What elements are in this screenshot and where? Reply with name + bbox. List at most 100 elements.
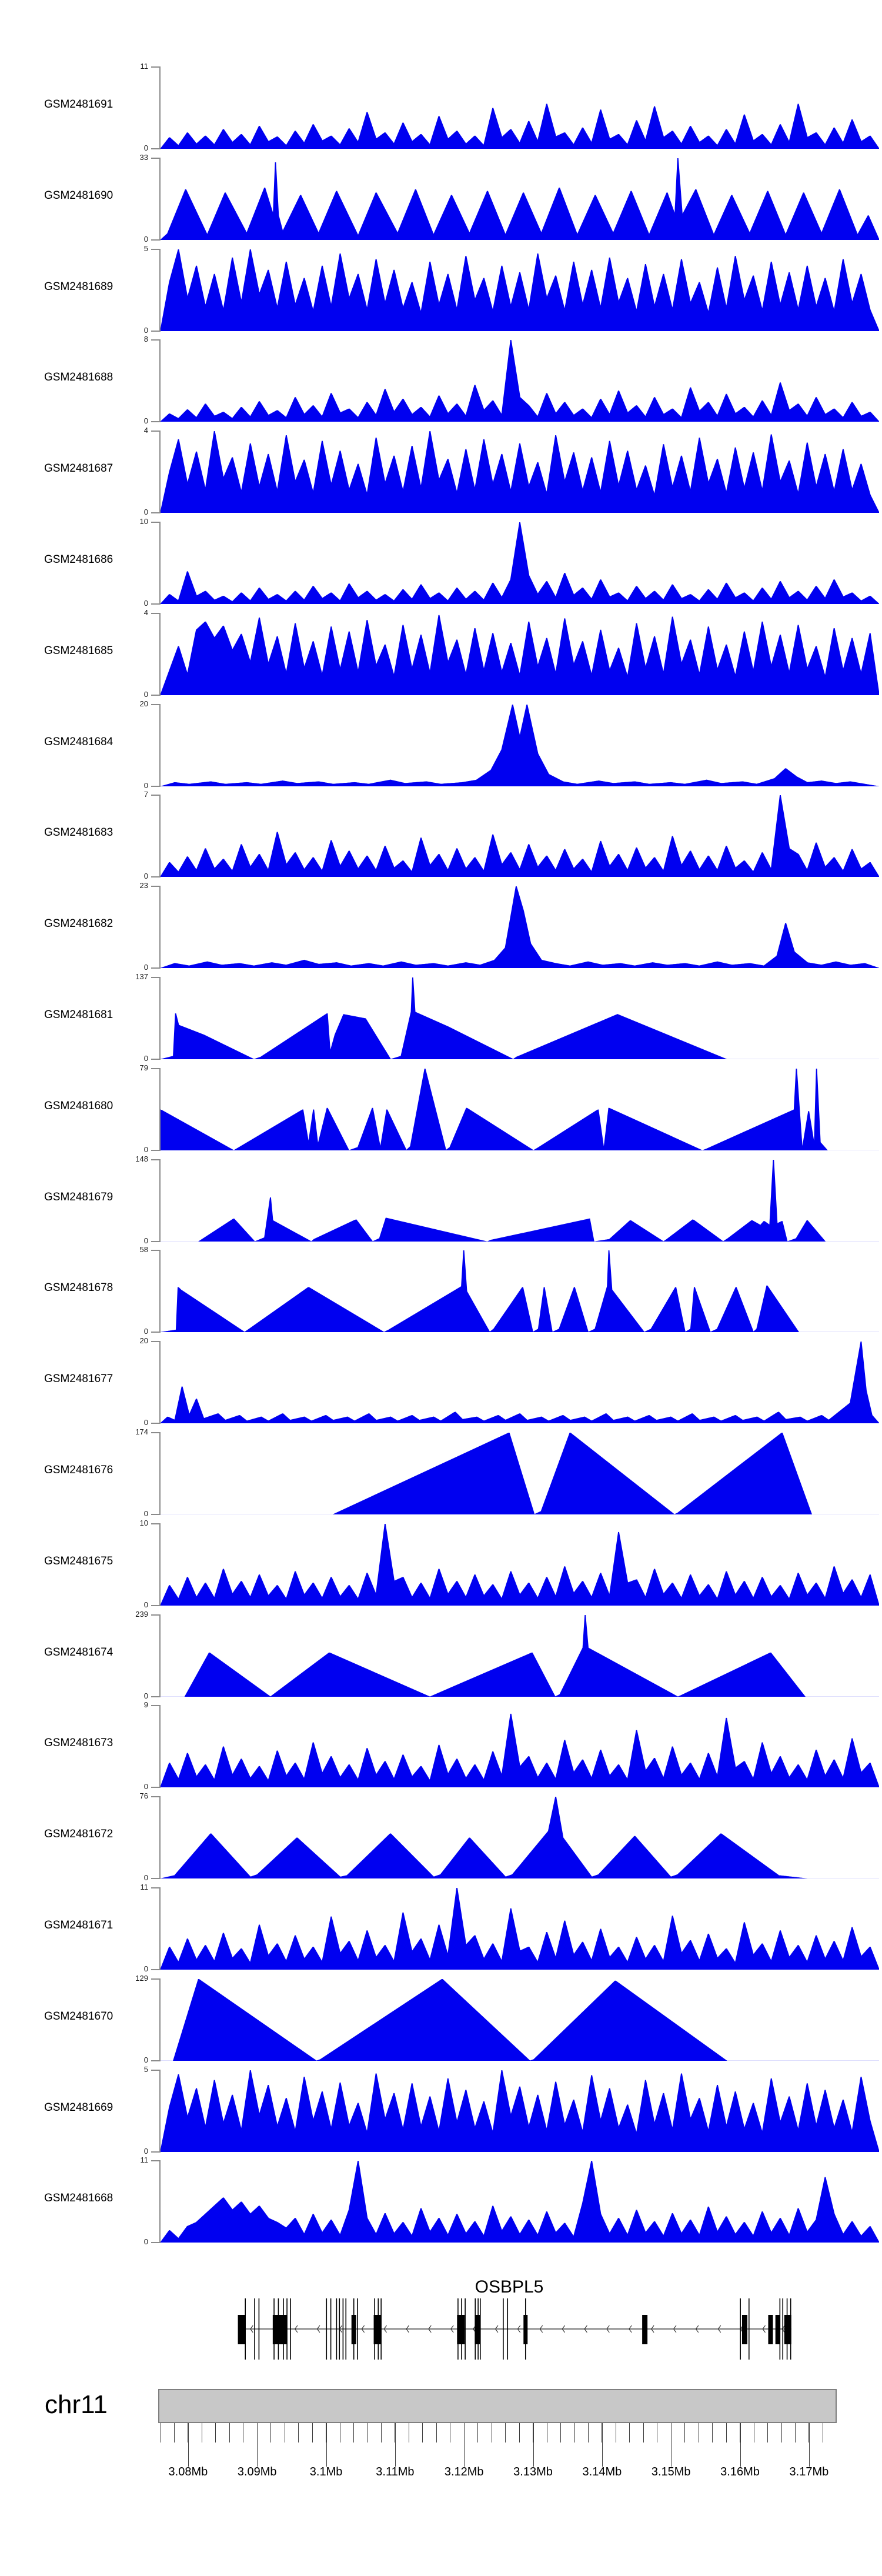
ruler-minor-tick [174,2423,175,2442]
strand-arrow-icon [294,2325,298,2333]
strand-arrow-icon [428,2325,432,2333]
track-sample-label: GSM2481683 [44,826,113,839]
track-sample-label: GSM2481674 [44,1646,113,1659]
coordinate-label: 3.11Mb [376,2465,415,2478]
y-axis-line [159,795,161,877]
axis-zero-label: 0 [143,1509,148,1518]
signal-area [161,431,879,513]
strand-arrow-icon [650,2325,654,2333]
strand-arrow-icon [406,2325,409,2333]
coordinate-label: 3.14Mb [582,2465,622,2478]
track-sample-label: GSM2481678 [44,1282,113,1294]
axis-baseline-tick [151,1059,159,1060]
ruler-minor-tick [381,2423,382,2442]
axis-zero-label: 0 [143,1418,148,1427]
axis-top-tick [151,1341,159,1342]
axis-baseline-tick [151,1787,159,1788]
axis-zero-label: 0 [143,963,148,972]
axis-baseline-tick [151,1696,159,1697]
axis-zero-label: 0 [143,1054,148,1063]
coordinate-label: 3.13Mb [513,2465,553,2478]
axis-baseline-tick [151,512,159,513]
signal-area [161,104,879,149]
signal-area [161,1615,879,1697]
signal-area [161,1433,879,1514]
strand-arrow-icon [517,2325,521,2333]
ruler-minor-tick [643,2423,644,2442]
y-axis-line [159,704,161,787]
axis-baseline-tick [151,603,159,605]
ruler-minor-tick [629,2423,630,2442]
axis-baseline-tick [151,2151,159,2153]
coordinate-label: 3.16Mb [720,2465,760,2478]
ruler-minor-tick [215,2423,216,2442]
axis-top-tick [151,1614,159,1616]
y-axis-line [159,1796,161,1879]
ruler-major-tick [326,2423,327,2467]
track-sample-label: GSM2481672 [44,1828,113,1840]
track-sample-label: GSM2481691 [44,98,113,111]
track-sample-label: GSM2481679 [44,1191,113,1203]
ruler-minor-tick [726,2423,727,2442]
y-axis-line [159,1614,161,1697]
signal-area [161,1797,879,1878]
axis-baseline-tick [151,1150,159,1151]
track-sample-label: GSM2481688 [44,371,113,383]
exon-box [775,2315,780,2344]
axis-top-tick [151,1705,159,1706]
y-axis-line [159,886,161,969]
track-sample-label: GSM2481680 [44,1100,113,1112]
ruler-minor-tick [229,2423,230,2442]
axis-max-label: 239 [135,1610,148,1619]
axis-top-tick [151,1250,159,1251]
axis-zero-label: 0 [143,1691,148,1700]
signal-area [161,886,879,968]
axis-zero-label: 0 [143,2147,148,2155]
axis-top-tick [151,1068,159,1069]
axis-top-tick [151,977,159,978]
axis-top-tick [151,249,159,250]
strand-arrow-icon [584,2325,587,2333]
ruler-minor-tick [587,2423,589,2442]
track-sample-label: GSM2481677 [44,1373,113,1385]
signal-area [161,158,879,240]
exon-box [351,2315,356,2344]
axis-baseline-tick [151,2242,159,2243]
axis-top-tick [151,1159,159,1160]
track-sample-label: GSM2481670 [44,2010,113,2023]
axis-baseline-tick [151,1878,159,1879]
y-axis-line [159,431,161,513]
signal-area [161,615,879,695]
ruler-major-tick [464,2423,465,2467]
axis-zero-label: 0 [143,872,148,880]
ruler-major-tick [602,2423,603,2467]
signal-area [161,1250,879,1332]
axis-top-tick [151,1978,159,1980]
axis-max-label: 20 [139,1336,148,1345]
axis-zero-label: 0 [143,508,148,516]
y-axis-line [159,2160,161,2243]
axis-max-label: 8 [143,335,148,343]
track-sample-label: GSM2481685 [44,645,113,657]
ruler-minor-tick [353,2423,354,2442]
track-sample-label: GSM2481686 [44,553,113,566]
strand-arrow-icon [250,2325,253,2333]
axis-max-label: 11 [140,2155,149,2164]
strand-arrow-icon [495,2325,499,2333]
axis-top-tick [151,66,159,68]
ruler-major-tick [808,2423,810,2467]
axis-top-tick [151,2070,159,2071]
exon-box [272,2315,287,2344]
signal-area [161,1160,879,1242]
axis-max-label: 9 [143,1700,148,1709]
signal-area [161,249,879,331]
signal-area [161,977,879,1059]
strand-arrow-icon [695,2325,699,2333]
ruler-minor-tick [298,2423,299,2442]
axis-zero-label: 0 [143,1236,148,1245]
strand-arrow-icon [629,2325,632,2333]
signal-area [161,1069,879,1150]
axis-zero-label: 0 [143,2056,148,2064]
track-sample-label: GSM2481689 [44,281,113,293]
y-axis-line [159,1068,161,1151]
